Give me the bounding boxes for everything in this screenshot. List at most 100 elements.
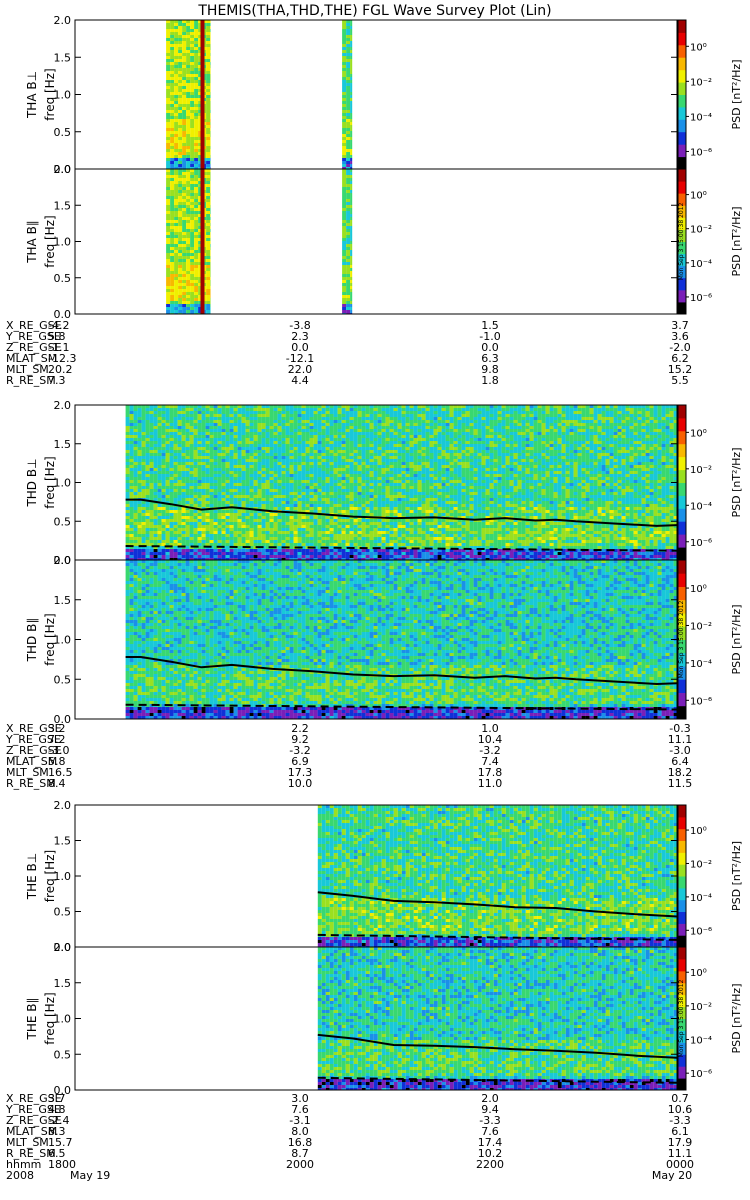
spectrogram-cell: [253, 468, 258, 471]
spectrogram-cell: [189, 537, 194, 540]
spectrogram-cell: [373, 480, 378, 483]
colorbar-segment: [678, 175, 686, 179]
spectrogram-cell: [217, 543, 222, 546]
spectrogram-cell: [373, 543, 378, 546]
spectrogram-cell: [317, 462, 322, 465]
spectrogram-cell: [309, 528, 314, 531]
spectrogram-cell: [210, 26, 211, 29]
spectrogram-cell: [174, 137, 179, 140]
spectrogram-cell: [185, 477, 190, 480]
spectrogram-cell: [321, 420, 326, 423]
spectrogram-cell: [141, 459, 146, 462]
spectrogram-cell: [149, 507, 154, 510]
spectrogram-cell: [301, 411, 306, 414]
spectrogram-cell: [221, 525, 226, 528]
spectrogram-cell: [161, 549, 166, 552]
spectrogram-cell: [345, 420, 350, 423]
spectrogram-cell: [149, 519, 154, 522]
spectrogram-cell: [281, 483, 286, 486]
spectrogram-cell: [249, 540, 254, 543]
spectrogram-cell: [166, 190, 171, 193]
spectrogram-cell: [285, 489, 290, 492]
spectrogram-cell: [361, 498, 366, 501]
spectrogram-cell: [329, 444, 334, 447]
spectrogram-cell: [205, 522, 210, 525]
spectrogram-cell: [329, 447, 334, 450]
spectrogram-cell: [125, 501, 130, 504]
spectrogram-cell: [209, 480, 214, 483]
spectrogram-cell: [170, 295, 175, 298]
spectrogram-cell: [357, 549, 362, 552]
spectrogram-cell: [193, 513, 198, 516]
spectrogram-cell: [346, 104, 351, 107]
spectrogram-cell: [182, 107, 187, 110]
spectrogram-cell: [221, 534, 226, 537]
spectrogram-cell: [342, 190, 347, 193]
spectrogram-cell: [245, 420, 250, 423]
spectrogram-cell: [213, 513, 218, 516]
colorbar-segment: [678, 51, 686, 55]
spectrogram-cell: [173, 417, 178, 420]
spectrogram-cell: [341, 432, 346, 435]
spectrogram-cell: [205, 426, 210, 429]
spectrogram-cell: [361, 450, 366, 453]
colorbar-segment: [678, 214, 686, 218]
spectrogram-cell: [209, 543, 214, 546]
spectrogram-cell: [189, 495, 194, 498]
spectrogram-cell: [181, 471, 186, 474]
spectrogram-cell: [317, 405, 322, 408]
spectrogram-cell: [273, 453, 278, 456]
spectrogram-cell: [185, 462, 190, 465]
spectrogram-cell: [190, 167, 195, 169]
spectrogram-cell: [277, 414, 282, 417]
spectrogram-cell: [178, 125, 183, 128]
spectrogram-cell: [281, 453, 286, 456]
spectrogram-cell: [377, 438, 382, 441]
spectrogram-cell: [185, 423, 190, 426]
spectrogram-cell: [173, 552, 178, 555]
spectrogram-cell: [166, 143, 171, 146]
spectrogram-cell: [161, 525, 166, 528]
spectrogram-cell: [145, 540, 150, 543]
spectrogram-cell: [153, 537, 158, 540]
spectrogram-cell: [342, 193, 347, 196]
spectrogram-cell: [261, 474, 266, 477]
spectrogram-cell: [225, 519, 230, 522]
spectrogram-cell: [149, 543, 154, 546]
spectrogram-cell: [346, 146, 351, 149]
spectrogram-cell: [377, 495, 382, 498]
spectrogram-cell: [346, 169, 351, 172]
spectrogram-cell: [346, 274, 351, 277]
spectrogram-cell: [333, 516, 338, 519]
spectrogram-cell: [237, 417, 242, 420]
spectrogram-cell: [153, 516, 158, 519]
spectrogram-cell: [186, 137, 191, 140]
spectrogram-cell: [305, 480, 310, 483]
spectrogram-cell: [129, 483, 134, 486]
spectrogram-cell: [346, 178, 351, 181]
spectrogram-cell: [170, 38, 175, 41]
spectrogram-cell: [369, 534, 374, 537]
spectrogram-cell: [129, 462, 134, 465]
spectrogram-cell: [285, 411, 290, 414]
spectrogram-cell: [194, 86, 199, 89]
spectrogram-cell: [301, 450, 306, 453]
spectrogram-cell: [325, 480, 330, 483]
spectrogram-cell: [341, 477, 346, 480]
spectrogram-cell: [185, 426, 190, 429]
spectrogram-cell: [161, 486, 166, 489]
spectrogram-cell: [206, 304, 211, 307]
spectrogram-cell: [149, 411, 154, 414]
spectrogram-cell: [193, 534, 198, 537]
spectrogram-cell: [173, 435, 178, 438]
spectrogram-cell: [149, 444, 154, 447]
spectrogram-cell: [173, 477, 178, 480]
spectrogram-cell: [166, 74, 171, 77]
spectrogram-cell: [349, 495, 354, 498]
spectrogram-cell: [174, 149, 179, 152]
spectrogram-cell: [125, 408, 130, 411]
spectrogram-cell: [190, 169, 195, 172]
spectrogram-cell: [206, 175, 211, 178]
spectrogram-cell: [305, 549, 310, 552]
spectrogram-cell: [194, 122, 199, 125]
